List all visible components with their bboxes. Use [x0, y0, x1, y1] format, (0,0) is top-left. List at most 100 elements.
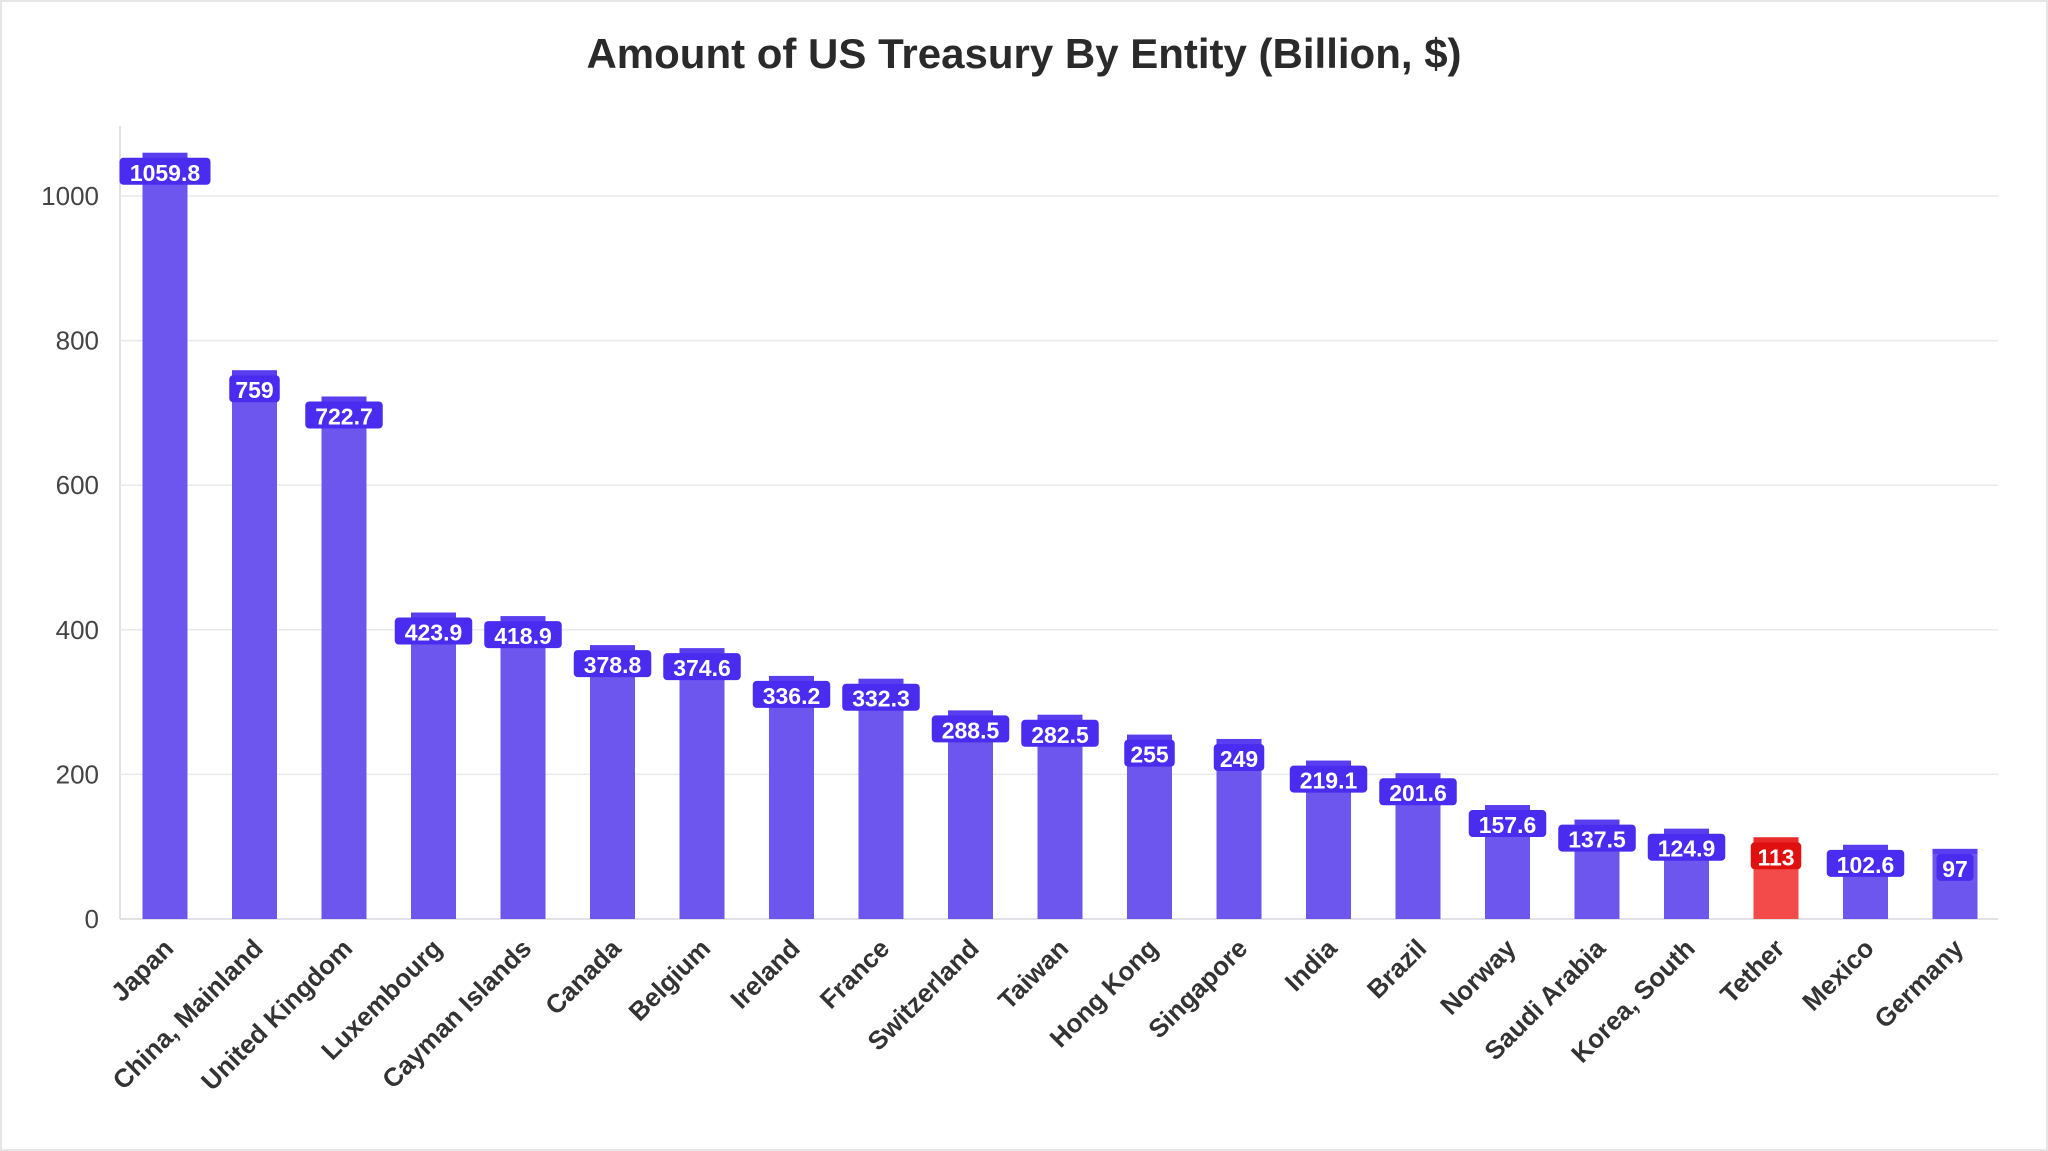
- x-tick-label-china-mainland: China, Mainland: [107, 933, 269, 1095]
- data-label-bg-singapore: [1213, 743, 1265, 771]
- data-label-bg-luxembourg: [394, 617, 473, 645]
- data-label-hong-kong: 255: [1130, 742, 1169, 768]
- bar-top-germany: [1932, 848, 1978, 854]
- bar-top-saudi-arabia: [1574, 819, 1620, 825]
- bar-china-mainland: [232, 370, 277, 919]
- data-label-taiwan: 282.5: [1031, 722, 1089, 748]
- x-tick-label-norway: Norway: [1434, 933, 1522, 1021]
- bar-united-kingdom: [321, 396, 367, 919]
- bar-top-france: [858, 678, 904, 684]
- data-label-bg-china-mainland: [229, 375, 280, 403]
- y-tick-label-0: 0: [85, 904, 99, 934]
- data-label-bg-belgium: [663, 653, 741, 681]
- data-label-tether: 113: [1757, 844, 1794, 870]
- data-label-bg-japan: [119, 157, 211, 185]
- data-label-korea-south: 124.9: [1658, 836, 1716, 862]
- bar-top-taiwan: [1037, 714, 1083, 720]
- bar-switzerland: [948, 710, 993, 919]
- bar-france: [858, 678, 904, 919]
- data-label-singapore: 249: [1220, 746, 1258, 772]
- data-label-japan: 1059.8: [130, 160, 201, 186]
- y-tick-label-200: 200: [56, 759, 99, 789]
- bar-top-switzerland: [948, 710, 993, 716]
- data-label-united-kingdom: 722.7: [315, 403, 373, 429]
- bar-top-cayman-islands: [500, 616, 546, 622]
- bar-top-luxembourg: [411, 612, 456, 618]
- data-label-china-mainland: 759: [235, 377, 273, 403]
- data-label-canada: 378.8: [584, 652, 642, 678]
- bar-top-canada: [590, 645, 635, 651]
- bar-top-singapore: [1216, 738, 1262, 744]
- bar-top-norway: [1485, 805, 1530, 811]
- data-label-bg-korea-south: [1647, 833, 1726, 861]
- data-label-france: 332.3: [852, 686, 910, 712]
- bar-top-korea-south: [1664, 828, 1709, 834]
- data-label-bg-saudi-arabia: [1558, 824, 1636, 852]
- data-label-bg-united-kingdom: [305, 401, 383, 429]
- data-label-brazil: 201.6: [1389, 780, 1447, 806]
- x-tick-label-mexico: Mexico: [1796, 933, 1880, 1017]
- bar-top-hong-kong: [1127, 734, 1172, 740]
- x-tick-label-germany: Germany: [1868, 933, 1969, 1034]
- bar-top-mexico: [1843, 844, 1888, 850]
- data-label-cayman-islands: 418.9: [494, 623, 552, 649]
- data-label-bg-hong-kong: [1124, 739, 1175, 767]
- bar-japan: [142, 152, 188, 920]
- x-tick-label-ireland: Ireland: [724, 933, 805, 1014]
- data-label-belgium: 374.6: [673, 655, 731, 681]
- data-label-bg-germany: [1936, 853, 1974, 881]
- data-label-bg-brazil: [1379, 778, 1457, 806]
- bar-ireland: [769, 675, 814, 919]
- x-tick-label-canada: Canada: [539, 933, 627, 1021]
- bar-top-japan: [142, 152, 188, 158]
- y-tick-label-800: 800: [56, 326, 99, 356]
- data-label-ireland: 336.2: [763, 683, 821, 709]
- x-tick-label-taiwan: Taiwan: [992, 933, 1074, 1015]
- data-label-saudi-arabia: 137.5: [1568, 827, 1626, 853]
- data-label-bg-cayman-islands: [484, 621, 562, 649]
- x-tick-label-japan: Japan: [105, 933, 179, 1007]
- bar-top-brazil: [1395, 773, 1441, 779]
- y-tick-label-1000: 1000: [41, 181, 99, 211]
- data-label-bg-mexico: [1826, 849, 1905, 877]
- y-axis-tick-labels: 0 200 400 600 800 1000: [41, 181, 99, 934]
- data-label-bg-canada: [573, 650, 652, 678]
- x-tick-label-tether: Tether: [1714, 933, 1790, 1009]
- x-tick-label-belgium: Belgium: [622, 933, 716, 1027]
- data-label-bg-norway: [1468, 810, 1547, 838]
- data-label-bg-switzerland: [931, 715, 1010, 743]
- x-tick-label-france: France: [814, 933, 896, 1015]
- bar-top-belgium: [679, 648, 725, 654]
- x-tick-label-india: India: [1279, 933, 1343, 997]
- data-label-bg-india: [1289, 765, 1368, 793]
- bar-top-china-mainland: [232, 370, 277, 376]
- data-label-bg-tether: [1750, 842, 1802, 870]
- data-label-india: 219.1: [1300, 768, 1358, 794]
- bar-taiwan: [1037, 714, 1083, 919]
- bar-top-ireland: [769, 675, 814, 681]
- x-tick-label-brazil: Brazil: [1361, 933, 1432, 1004]
- data-label-bg-taiwan: [1021, 719, 1099, 747]
- data-label-mexico: 102.6: [1837, 852, 1895, 878]
- bar-cayman-islands: [500, 616, 546, 919]
- x-tick-label-cayman-islands: Cayman Islands: [376, 933, 537, 1094]
- bar-top-india: [1306, 760, 1351, 766]
- chart-title: Amount of US Treasury By Entity (Billion…: [586, 30, 1461, 77]
- bar-belgium: [679, 648, 725, 919]
- x-tick-label-united-kingdom: United Kingdom: [195, 933, 358, 1096]
- bars: [142, 152, 1978, 920]
- data-label-bg-ireland: [752, 680, 831, 708]
- data-label-norway: 157.6: [1479, 812, 1537, 838]
- bar-luxembourg: [411, 612, 456, 919]
- data-labels: 1059.8 759 722.7 423.9 418.9 378.8 374.6 336.2 3…: [119, 157, 1974, 882]
- bar-top-united-kingdom: [321, 396, 367, 402]
- data-label-switzerland: 288.5: [942, 717, 1000, 743]
- data-label-germany: 97: [1942, 856, 1968, 882]
- y-tick-label-400: 400: [56, 615, 99, 645]
- bar-top-tether: [1753, 837, 1799, 843]
- y-tick-label-600: 600: [56, 470, 99, 500]
- data-label-luxembourg: 423.9: [405, 620, 463, 646]
